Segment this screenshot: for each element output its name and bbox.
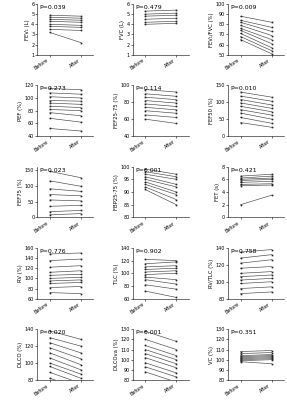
Y-axis label: FEF50 (%): FEF50 (%) (209, 97, 214, 124)
Text: P=0.023: P=0.023 (40, 168, 66, 173)
Text: P=0.009: P=0.009 (230, 5, 257, 10)
Text: P=0.421: P=0.421 (230, 168, 257, 173)
Text: P=0.479: P=0.479 (135, 5, 162, 10)
Y-axis label: VC (%): VC (%) (209, 346, 214, 364)
Y-axis label: FET (s): FET (s) (216, 183, 220, 201)
Y-axis label: FEF25-75 (%): FEF25-75 (%) (114, 93, 119, 128)
Text: P=0.776: P=0.776 (40, 249, 66, 254)
Y-axis label: DLCO (%): DLCO (%) (18, 342, 24, 367)
Y-axis label: RV (%): RV (%) (18, 264, 24, 282)
Y-axis label: FBP25-75 (%): FBP25-75 (%) (114, 174, 119, 210)
Y-axis label: FVC (L): FVC (L) (120, 20, 125, 39)
Text: P=0.020: P=0.020 (40, 330, 66, 335)
Text: P=0.039: P=0.039 (40, 5, 66, 10)
Text: P=0.351: P=0.351 (230, 330, 257, 335)
Text: P=0.001: P=0.001 (135, 330, 161, 335)
Text: P=0.114: P=0.114 (135, 86, 161, 91)
Text: P=0.273: P=0.273 (40, 86, 66, 91)
Text: P=0.902: P=0.902 (135, 249, 162, 254)
Y-axis label: TLC (%): TLC (%) (114, 263, 119, 284)
Y-axis label: FEF75 (%): FEF75 (%) (18, 179, 24, 205)
Y-axis label: DLCOva (%): DLCOva (%) (114, 339, 119, 370)
Y-axis label: FEV₁/FVC (%): FEV₁/FVC (%) (209, 12, 214, 47)
Text: P=0.758: P=0.758 (230, 249, 257, 254)
Text: P=0.010: P=0.010 (230, 86, 257, 91)
Y-axis label: PEF (%): PEF (%) (18, 101, 24, 121)
Y-axis label: FEV₁ (L): FEV₁ (L) (25, 19, 30, 40)
Y-axis label: RV/TLC (%): RV/TLC (%) (209, 259, 214, 288)
Text: P=0.001: P=0.001 (135, 168, 161, 173)
